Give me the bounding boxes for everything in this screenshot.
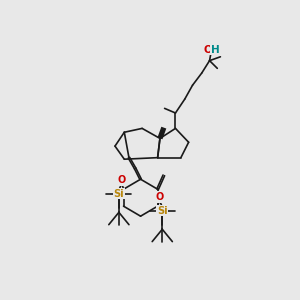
Text: H: H bbox=[211, 45, 219, 55]
Text: O: O bbox=[204, 45, 212, 55]
Text: Si: Si bbox=[114, 189, 124, 199]
Text: O: O bbox=[155, 192, 163, 202]
Text: O: O bbox=[118, 175, 126, 185]
Text: Si: Si bbox=[157, 206, 168, 216]
